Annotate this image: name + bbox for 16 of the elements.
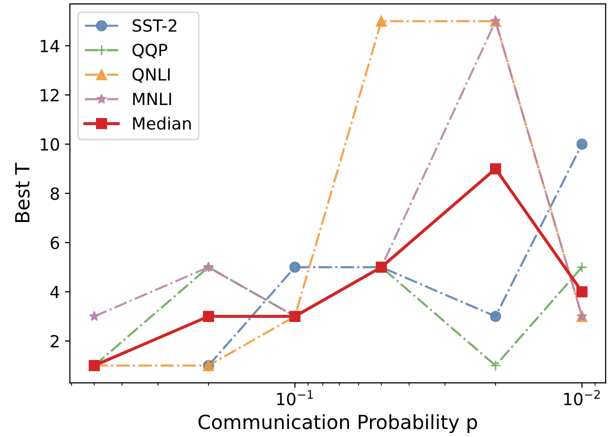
- y-tick-label: 2: [50, 334, 58, 348]
- y-tick-label: 14: [40, 40, 60, 52]
- y-tick-label: 8: [50, 187, 60, 200]
- y-axis-title: Best T: [15, 162, 30, 222]
- x-axis-title: Communication Probability p: [198, 414, 478, 434]
- y-tick-label: 6: [50, 236, 60, 250]
- x-tick-label: 10$^{−1}$: [277, 390, 313, 406]
- legend-label: Median: [133, 116, 191, 130]
- y-tick-label: 10: [40, 138, 60, 151]
- y-tick-label: 12: [40, 88, 58, 102]
- y-tick-label: 4: [50, 286, 60, 298]
- legend-label: SST-2: [132, 19, 176, 32]
- legend-label: MNLI: [133, 92, 171, 105]
- x-tick-label: 10$^{−2}$: [564, 390, 600, 406]
- legend-label: QNLI: [132, 68, 170, 83]
- legend-label: QQP: [132, 44, 168, 58]
